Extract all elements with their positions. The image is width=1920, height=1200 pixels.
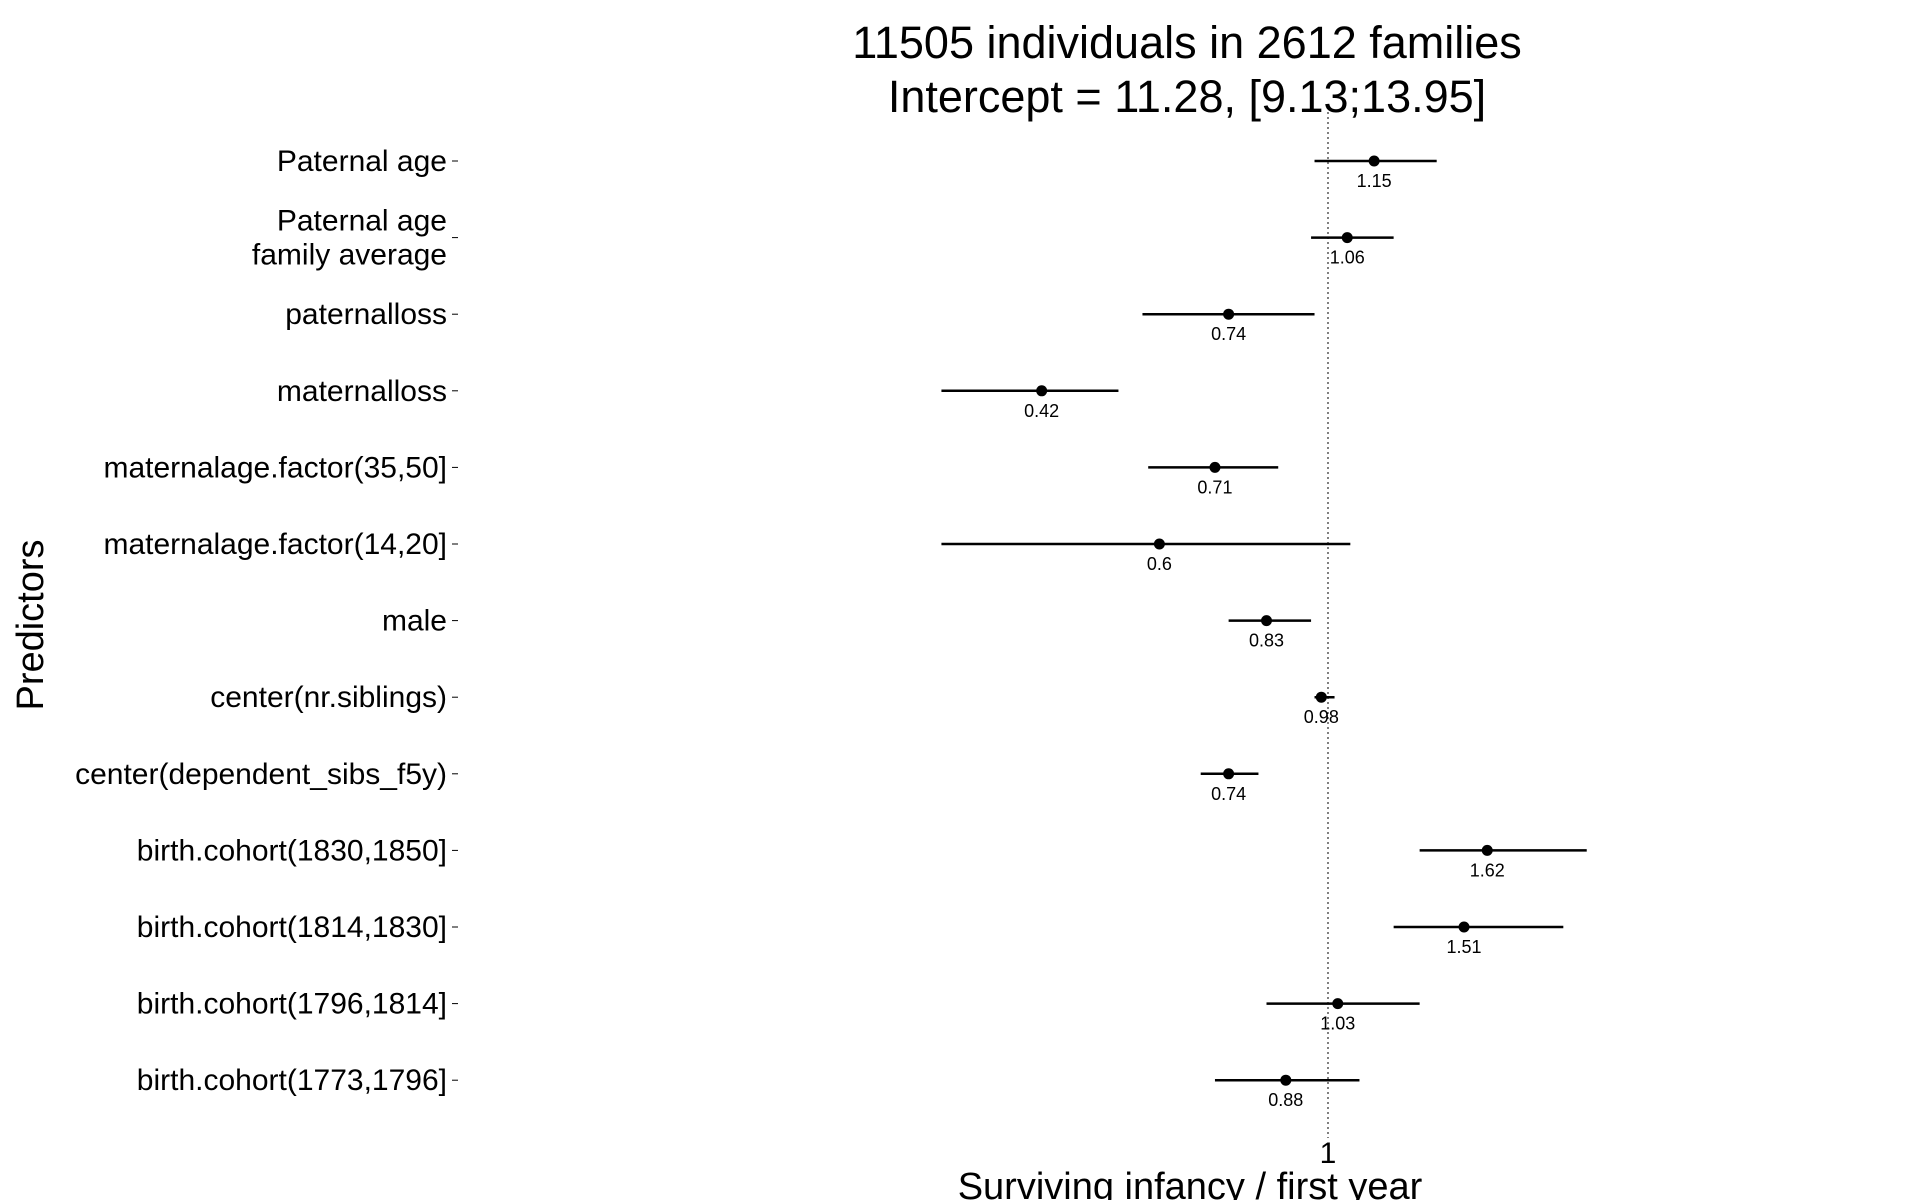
estimate-label: 1.06 (1330, 248, 1365, 268)
estimate-point (1332, 998, 1344, 1010)
estimate-label: 1.15 (1357, 171, 1392, 191)
forest-row: birth.cohort(1814,1830] 1.51 (137, 911, 1564, 957)
y-tick-label: family average (252, 239, 447, 272)
estimate-label: 0.83 (1249, 631, 1284, 651)
estimate-label: 0.74 (1211, 784, 1246, 804)
estimate-label: 1.62 (1470, 860, 1505, 880)
estimate-point (1280, 1074, 1292, 1086)
estimate-point (1260, 615, 1272, 627)
estimate-point (1458, 921, 1470, 933)
estimate-point (1036, 385, 1048, 397)
y-tick-label: birth.cohort(1814,1830] (137, 911, 447, 944)
forest-row: maternalloss 0.42 (277, 375, 1119, 421)
estimate-label: 1.51 (1446, 937, 1481, 957)
estimate-point (1153, 538, 1165, 550)
x-tick-label: 1 (1320, 1137, 1337, 1170)
estimate-point (1368, 155, 1380, 167)
y-axis-label: Predictors (10, 539, 52, 710)
estimate-label: 0.74 (1211, 324, 1246, 344)
estimate-point (1209, 461, 1221, 473)
estimate-point (1223, 768, 1235, 780)
y-tick-label: Paternal age (277, 205, 447, 238)
estimate-point (1223, 308, 1235, 320)
y-tick-label: birth.cohort(1796,1814] (137, 988, 447, 1021)
estimate-label: 1.03 (1320, 1014, 1355, 1034)
y-tick-label: paternalloss (285, 298, 447, 331)
estimate-label: 0.98 (1304, 707, 1339, 727)
y-tick-label: center(nr.siblings) (210, 681, 447, 714)
estimate-point (1481, 844, 1493, 856)
estimate-label: 0.88 (1268, 1090, 1303, 1110)
forest-row: birth.cohort(1830,1850] 1.62 (137, 834, 1587, 880)
forest-row: paternalloss 0.74 (285, 298, 1315, 344)
y-tick-label: birth.cohort(1830,1850] (137, 834, 447, 867)
forest-row: male 0.83 (382, 605, 1312, 651)
estimate-label: 0.6 (1147, 554, 1172, 574)
forest-row: center(dependent_sibs_f5y) 0.74 (75, 758, 1259, 804)
forest-row: birth.cohort(1796,1814] 1.03 (137, 988, 1420, 1034)
chart-title-line-1: 11505 individuals in 2612 families (852, 17, 1522, 68)
estimate-point (1315, 691, 1327, 703)
y-tick-label: male (382, 605, 447, 638)
estimate-point (1341, 232, 1353, 244)
y-tick-label: maternalage.factor(14,20] (103, 528, 447, 561)
forest-row: center(nr.siblings) 0.98 (210, 681, 1339, 727)
forest-row: Paternal age 1.15 (277, 145, 1437, 191)
y-tick-label: Paternal age (277, 145, 447, 178)
estimate-label: 0.71 (1197, 477, 1232, 497)
y-tick-label: birth.cohort(1773,1796] (137, 1064, 447, 1097)
chart-title-line-2: Intercept = 11.28, [9.13;13.95] (888, 71, 1486, 122)
y-tick-label: center(dependent_sibs_f5y) (75, 758, 447, 791)
y-tick-label: maternalage.factor(35,50] (103, 451, 447, 484)
forest-row: maternalage.factor(35,50] 0.71 (103, 451, 1279, 497)
y-tick-label: maternalloss (277, 375, 447, 408)
forest-row: birth.cohort(1773,1796] 0.88 (137, 1064, 1360, 1110)
forest-row: maternalage.factor(14,20] 0.6 (103, 528, 1351, 574)
estimate-label: 0.42 (1024, 401, 1059, 421)
x-axis-label: Surviving infancy / first year (958, 1166, 1423, 1200)
